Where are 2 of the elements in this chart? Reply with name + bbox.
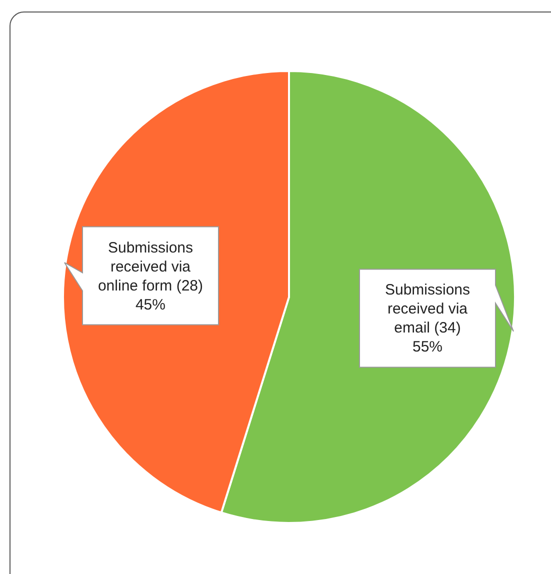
slice-label: Submissions received via email (34) 55%	[384, 282, 470, 356]
slice-label: Submissions received via online form (28) 45%	[98, 239, 204, 314]
